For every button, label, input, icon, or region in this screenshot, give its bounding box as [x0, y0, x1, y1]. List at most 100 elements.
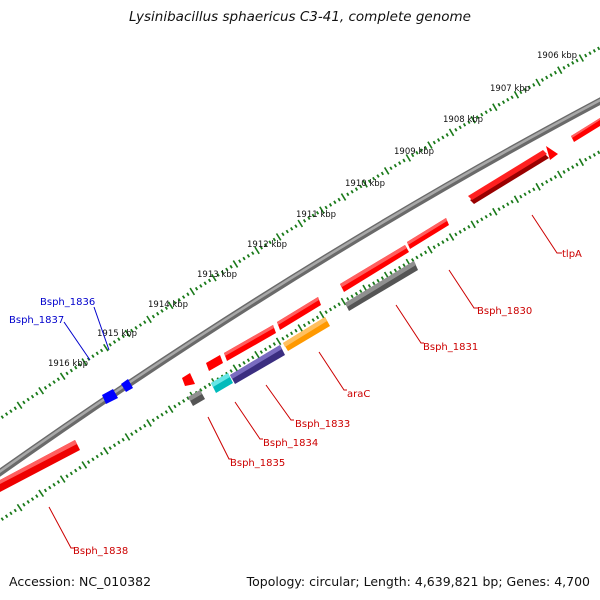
ruler-minor-tick: [562, 170, 566, 174]
ruler-minor-tick: [389, 271, 393, 275]
ruler-minor-tick: [4, 514, 9, 519]
gene-label-Bsph_1837: Bsph_1837: [9, 315, 64, 326]
ruler-major-tick: [81, 461, 88, 469]
ruler-minor-tick: [432, 140, 436, 145]
ruler-minor-tick: [372, 176, 376, 181]
ruler-minor-tick: [532, 83, 536, 87]
ruler-minor-tick: [164, 306, 168, 310]
ruler-minor-tick: [398, 265, 402, 270]
ruler-minor-tick: [138, 323, 143, 327]
ruler-major-tick: [513, 195, 520, 204]
ruler-major-tick: [405, 154, 412, 162]
ruler-major-tick: [275, 337, 282, 346]
ruler-minor-tick: [441, 135, 445, 140]
gene-Bsph_1830[interactable]: [340, 218, 449, 292]
ruler-minor-tick: [112, 443, 117, 448]
ruler-minor-tick: [281, 336, 285, 341]
ruler-minor-tick: [402, 158, 406, 163]
ruler-minor-tick: [4, 412, 9, 416]
ruler-minor-tick: [186, 396, 190, 400]
ruler-minor-tick: [540, 182, 544, 187]
ruler-minor-tick: [220, 270, 225, 275]
ruler-label: 1908 kbp: [443, 115, 483, 125]
ruler-minor-tick: [95, 351, 99, 356]
ruler-minor-tick: [484, 110, 488, 115]
ruler-minor-tick: [424, 250, 428, 255]
ruler-major-tick: [254, 350, 260, 359]
ruler-minor-tick: [160, 412, 164, 417]
ruler-minor-tick: [121, 437, 125, 442]
ruler-minor-tick: [173, 300, 177, 305]
ruler-minor-tick: [216, 273, 220, 277]
ruler-minor-tick: [553, 175, 557, 179]
ruler-minor-tick: [48, 383, 52, 387]
ruler-minor-tick: [251, 251, 255, 255]
ruler-minor-tick: [519, 90, 523, 95]
ruler-minor-tick: [203, 385, 207, 390]
ruler-minor-tick: [264, 347, 268, 352]
ruler-minor-tick: [432, 245, 436, 250]
gene-Bsph_1834[interactable]: [211, 373, 233, 393]
gene-label-Bsph_1838: Bsph_1838: [73, 546, 128, 557]
ruler-label: 1915 kbp: [97, 329, 137, 339]
ruler-major-tick: [297, 324, 303, 332]
gene-unlabeled-red[interactable]: [182, 297, 321, 386]
ruler-minor-tick: [259, 350, 263, 354]
leader-tlpA: [531, 214, 562, 254]
leader-Bsph_1835: [207, 416, 232, 460]
ruler-minor-tick: [311, 318, 315, 322]
ruler-minor-tick: [497, 207, 501, 212]
ruler-minor-tick: [592, 48, 596, 53]
ruler-minor-tick: [56, 377, 61, 382]
ruler-minor-tick: [584, 53, 588, 58]
gene-Bsph_1831[interactable]: [345, 261, 418, 311]
ruler-minor-tick: [156, 415, 160, 420]
ruler-minor-tick: [458, 230, 462, 234]
gene-araC[interactable]: [283, 317, 330, 351]
ruler-minor-tick: [337, 197, 341, 202]
ruler-major-tick: [492, 207, 498, 216]
ruler-minor-tick: [445, 237, 449, 242]
ruler-minor-tick: [376, 278, 380, 283]
ruler-minor-tick: [437, 138, 441, 142]
ruler-major-tick: [146, 315, 152, 324]
gene-Bsph_1833[interactable]: [230, 345, 285, 384]
gene-Bsph_1836[interactable]: [121, 379, 133, 392]
ruler-minor-tick: [229, 264, 233, 269]
gene-Bsph_1838[interactable]: [0, 440, 80, 492]
ruler-minor-tick: [324, 310, 328, 314]
ruler-major-tick: [340, 297, 347, 306]
kbp-ruler-inner: [0, 150, 600, 521]
gene-Bsph_1837[interactable]: [102, 389, 118, 404]
ruler-minor-tick: [411, 258, 415, 262]
ruler-major-tick: [535, 78, 541, 87]
ruler-minor-tick: [497, 102, 501, 107]
ruler-minor-tick: [350, 189, 354, 194]
ruler-label: 1906 kbp: [537, 51, 577, 61]
ruler-major-tick: [167, 301, 174, 310]
ruler-minor-tick: [156, 311, 160, 316]
ruler-minor-tick: [268, 240, 272, 245]
ruler-major-tick: [383, 166, 390, 175]
ruler-minor-tick: [437, 242, 441, 247]
gene-Bsph_1835[interactable]: [188, 390, 205, 406]
ruler-minor-tick: [501, 204, 506, 209]
ruler-major-tick: [319, 206, 325, 215]
ruler-minor-tick: [95, 454, 99, 459]
ruler-minor-tick: [454, 128, 458, 132]
ruler-minor-tick: [350, 294, 354, 299]
ruler-minor-tick: [246, 254, 251, 258]
ruler-minor-tick: [151, 314, 156, 319]
ruler-minor-tick: [182, 399, 186, 403]
ruler-minor-tick: [337, 302, 341, 307]
ruler-major-tick: [557, 170, 563, 179]
ruler-minor-tick: [181, 295, 186, 299]
leader-Bsph_1834: [234, 401, 263, 440]
gene-tlpA[interactable]: [468, 118, 600, 204]
ruler-minor-tick: [0, 415, 4, 419]
ruler-minor-tick: [9, 511, 13, 516]
ruler-major-tick: [146, 419, 152, 427]
ruler-minor-tick: [177, 298, 181, 302]
ruler-minor-tick: [48, 485, 52, 490]
ruler-minor-tick: [380, 276, 384, 280]
